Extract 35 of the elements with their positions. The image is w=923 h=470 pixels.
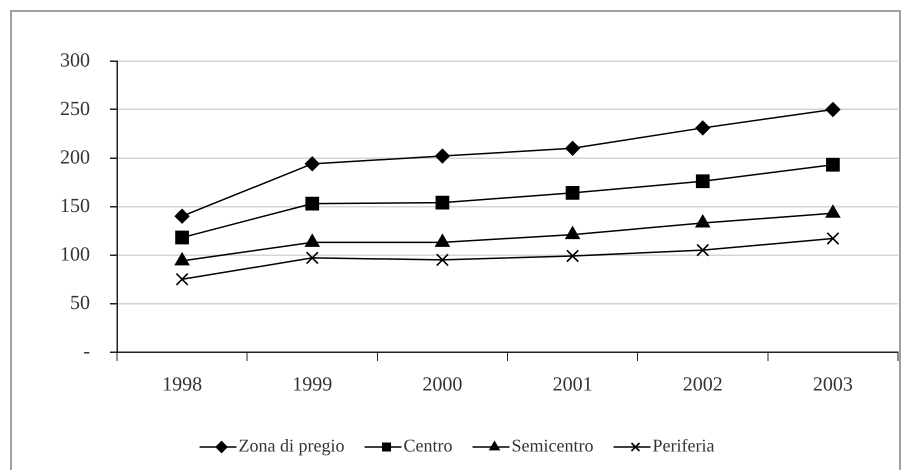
x-tick-label: 1999 <box>292 373 332 396</box>
point <box>826 232 840 245</box>
legend-label: Semicentro <box>512 436 594 456</box>
point <box>305 196 320 210</box>
x-tick-label: 2001 <box>552 373 593 396</box>
y-tick-label: 200 <box>60 146 90 168</box>
x-tick-label: 2000 <box>422 373 462 396</box>
y-tick-label: 100 <box>60 243 90 266</box>
point <box>434 148 450 164</box>
y-tick-label: - <box>83 340 90 362</box>
point <box>436 253 449 266</box>
legend-label: Zona di pregio <box>238 436 345 456</box>
x-tick-label: 1998 <box>162 373 202 396</box>
x-tick-label: 2003 <box>812 373 853 396</box>
point <box>826 158 840 172</box>
y-tick-label: 300 <box>60 49 90 72</box>
point <box>176 272 189 286</box>
point <box>566 250 580 262</box>
y-tick-label: 50 <box>70 292 90 314</box>
y-tick-label: 250 <box>60 98 90 120</box>
point <box>174 208 190 224</box>
point <box>306 251 319 264</box>
x-tick-label: 2002 <box>682 373 723 396</box>
point <box>304 156 320 172</box>
point <box>825 102 840 117</box>
legend-label: Periferia <box>652 436 714 456</box>
point <box>696 174 710 188</box>
point <box>175 230 189 244</box>
y-tick-label: 150 <box>60 194 90 217</box>
point <box>566 186 580 200</box>
legend-label: Centro <box>404 436 453 456</box>
point <box>436 196 450 210</box>
point <box>696 244 710 257</box>
point <box>695 120 710 136</box>
point <box>565 140 580 156</box>
